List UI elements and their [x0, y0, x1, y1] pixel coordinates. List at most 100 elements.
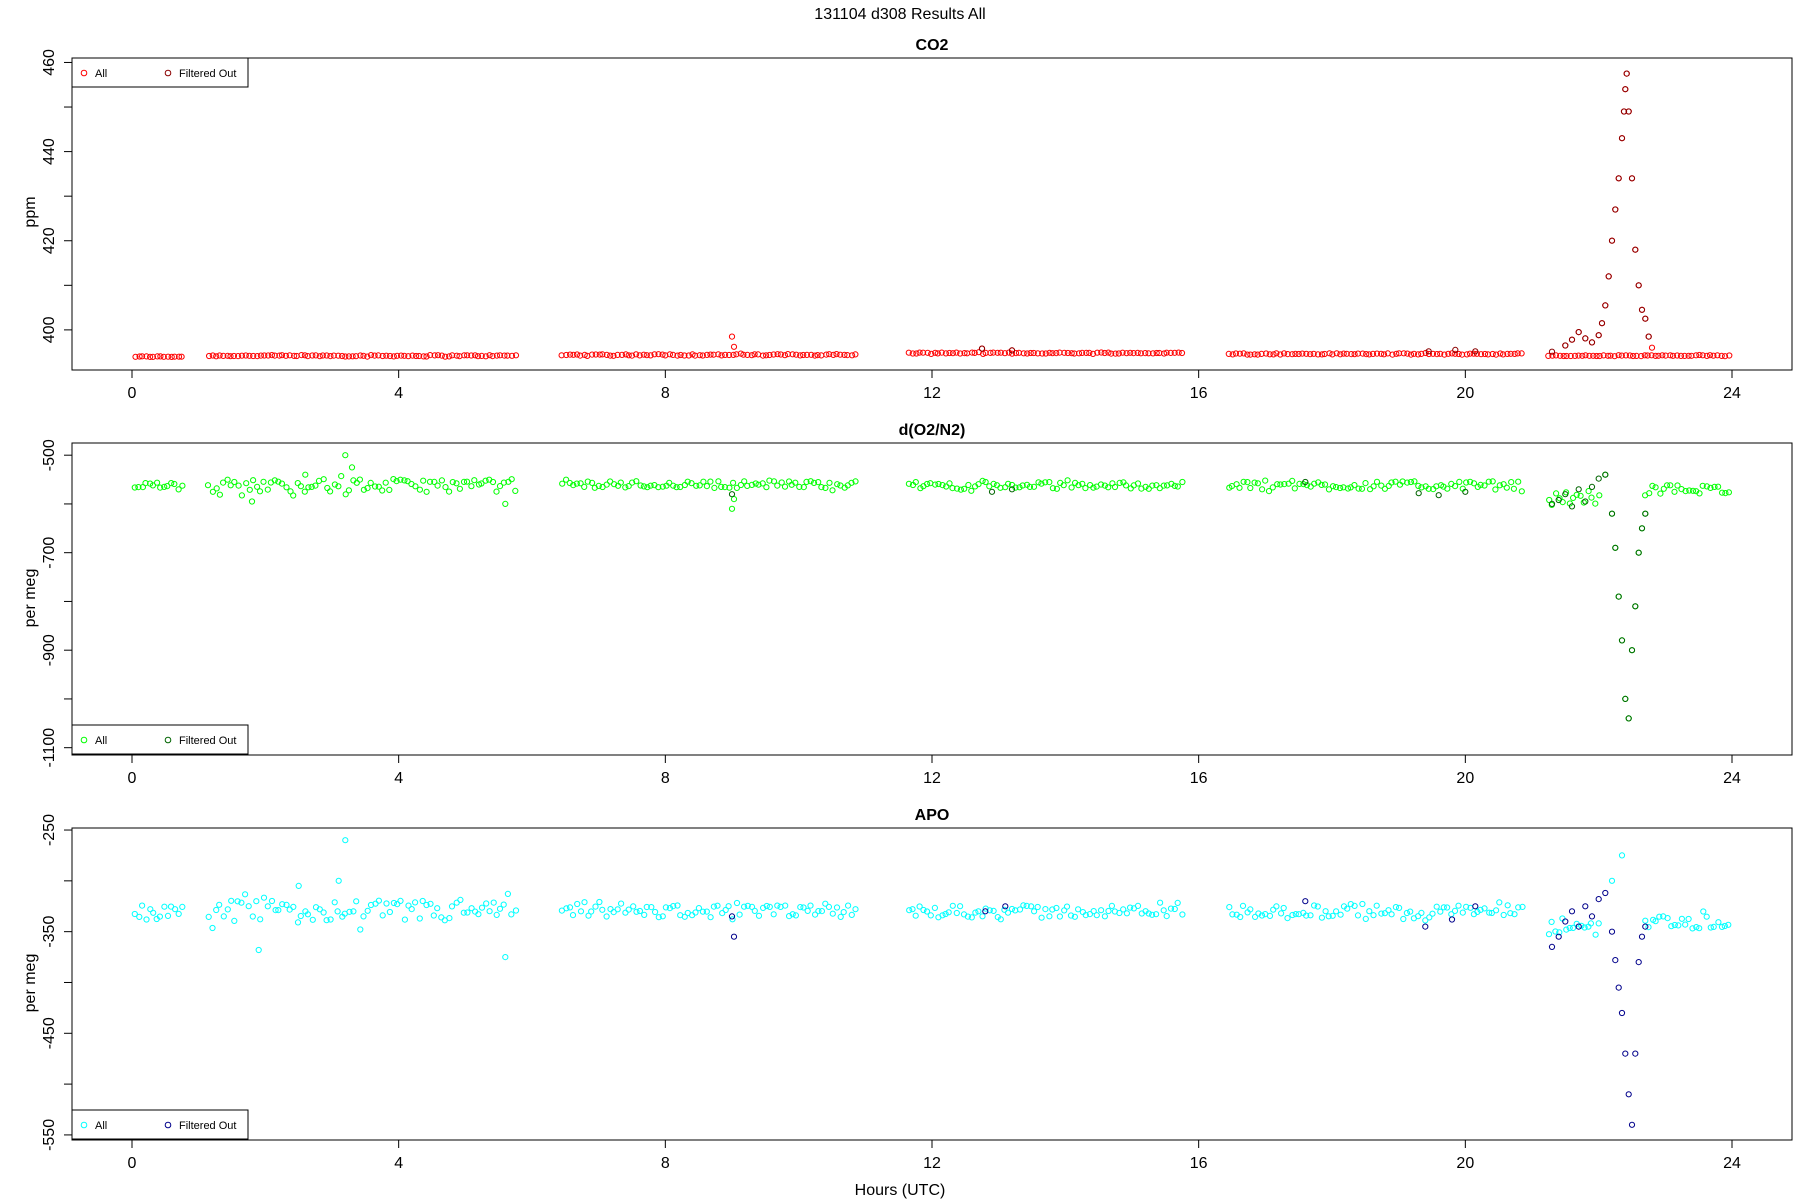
data-point	[390, 476, 397, 483]
data-point	[949, 902, 956, 909]
data-point	[1031, 908, 1038, 915]
data-point	[1111, 483, 1119, 491]
legend-marker-filtered	[164, 1121, 172, 1129]
data-point	[1625, 715, 1632, 722]
data-point	[953, 349, 960, 356]
figure-title: 131104 d308 Results All	[814, 6, 985, 23]
data-point	[581, 899, 588, 906]
data-point	[1703, 483, 1711, 490]
x-tick-label: 0	[128, 1155, 137, 1172]
data-point	[1642, 917, 1649, 924]
data-point	[227, 482, 234, 489]
data-point	[430, 912, 437, 919]
data-point	[1600, 352, 1607, 359]
data-point	[1389, 351, 1396, 358]
data-point	[471, 477, 478, 484]
data-point	[1688, 352, 1695, 359]
data-point	[486, 352, 493, 359]
data-point	[1314, 351, 1322, 358]
data-point	[1602, 889, 1609, 897]
data-point	[438, 352, 445, 359]
data-point	[737, 481, 745, 489]
data-point	[1269, 484, 1276, 491]
data-point	[1556, 929, 1563, 936]
data-point	[574, 351, 581, 358]
data-point	[718, 352, 725, 359]
data-point	[489, 478, 497, 486]
data-point	[482, 353, 489, 360]
data-point	[1415, 913, 1422, 920]
data-point	[826, 479, 833, 486]
data-point	[205, 913, 212, 921]
data-point	[852, 906, 859, 913]
x-tick-label: 16	[1190, 1155, 1208, 1172]
data-point	[1415, 490, 1422, 497]
data-point	[294, 919, 302, 926]
data-point	[1685, 352, 1692, 359]
data-point	[1299, 350, 1306, 357]
data-point	[1354, 350, 1362, 357]
data-point	[1489, 478, 1496, 485]
data-point	[1580, 499, 1587, 506]
data-point	[375, 352, 382, 359]
data-point	[792, 479, 799, 486]
data-point	[1689, 925, 1696, 932]
data-point	[216, 901, 223, 908]
data-point	[1602, 471, 1609, 478]
data-point	[279, 901, 286, 908]
data-point	[1004, 909, 1012, 916]
data-point	[647, 482, 654, 489]
data-point	[733, 484, 741, 491]
data-point	[1570, 494, 1577, 501]
data-point	[1481, 482, 1488, 489]
data-point	[703, 908, 710, 915]
data-point	[1652, 484, 1659, 491]
data-point	[1127, 904, 1134, 911]
y-tick-label: 460	[41, 49, 58, 76]
data-point	[670, 482, 677, 489]
data-point	[1079, 480, 1086, 487]
data-point	[1721, 922, 1728, 930]
data-point	[1638, 353, 1645, 360]
data-point	[1663, 482, 1671, 489]
data-point	[1067, 912, 1075, 919]
data-point	[1001, 906, 1008, 913]
data-point	[1130, 350, 1137, 357]
data-point	[1562, 491, 1569, 498]
data-point	[1340, 350, 1347, 357]
data-point	[175, 910, 182, 918]
data-point	[934, 350, 941, 357]
x-axis-label: Hours (UTC)	[855, 1182, 946, 1199]
data-point	[1284, 351, 1291, 358]
data-point	[1024, 350, 1031, 357]
data-point	[379, 487, 386, 494]
x-tick-label: 8	[661, 385, 670, 402]
data-point	[837, 351, 844, 358]
data-point	[271, 352, 278, 359]
data-point	[1134, 480, 1142, 487]
data-point	[1392, 478, 1399, 485]
y-tick-label: -1100	[41, 728, 58, 768]
data-point	[1518, 488, 1525, 495]
data-point	[1675, 922, 1682, 929]
data-point	[1303, 912, 1310, 919]
data-point	[766, 477, 773, 484]
legend-box	[71, 1109, 249, 1140]
data-point	[647, 352, 654, 359]
data-point	[254, 483, 261, 490]
data-point	[249, 913, 256, 920]
data-point	[238, 492, 245, 499]
data-point	[1638, 525, 1646, 532]
data-point	[227, 353, 234, 360]
data-point	[1706, 352, 1714, 359]
data-point	[501, 352, 508, 359]
data-point	[1157, 899, 1164, 906]
data-point	[1046, 349, 1053, 356]
data-point	[916, 349, 923, 356]
data-point	[1378, 482, 1385, 489]
data-point	[1370, 912, 1377, 919]
x-tick-label: 4	[394, 385, 403, 402]
data-point	[360, 913, 367, 920]
legend-box	[71, 57, 249, 88]
data-point	[224, 906, 231, 913]
